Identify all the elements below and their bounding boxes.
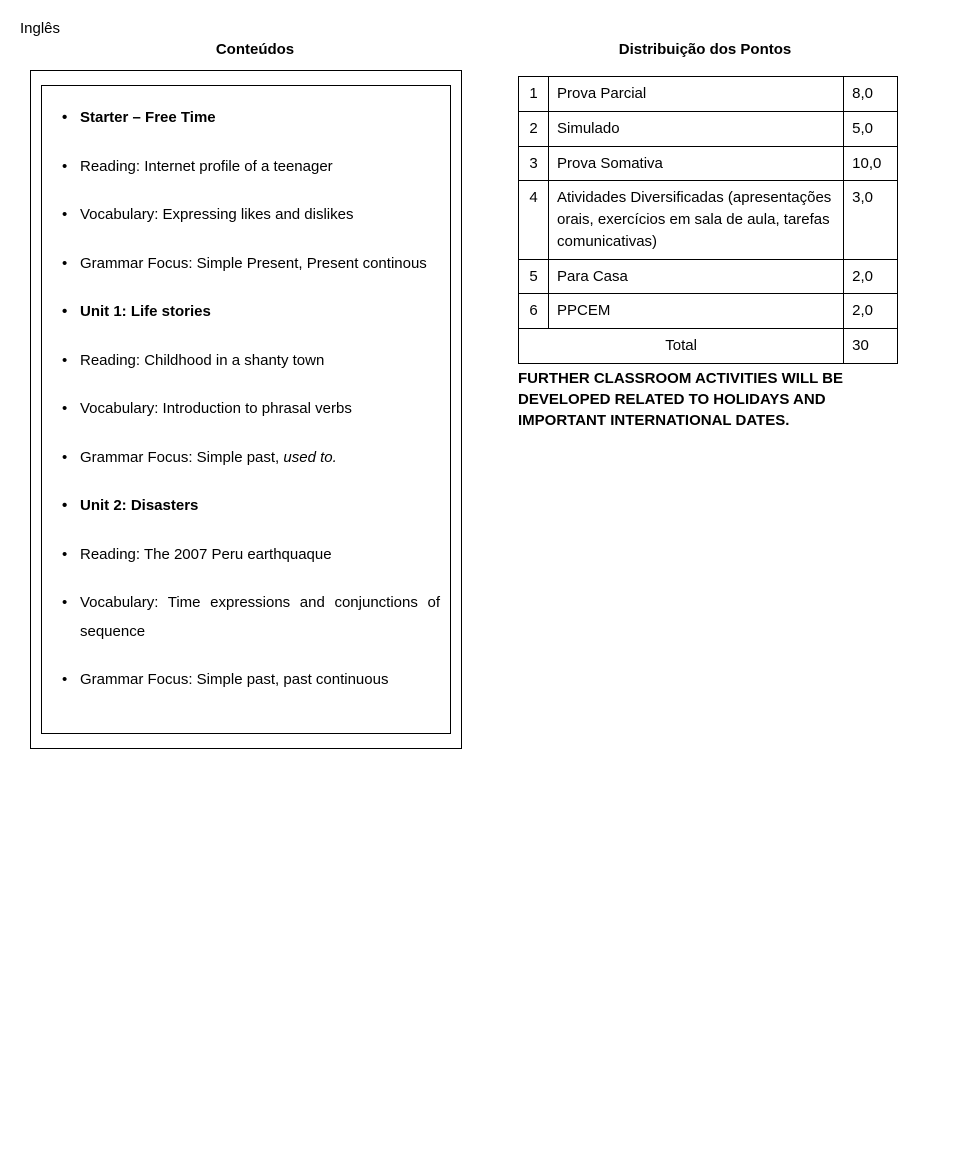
row-label: Para Casa [549,259,844,294]
content-column: Starter – Free Time Reading: Internet pro… [30,70,462,749]
table-row: 5Para Casa2,0 [519,259,898,294]
total-label: Total [519,329,844,364]
row-value: 3,0 [844,181,898,259]
row-value: 5,0 [844,111,898,146]
subject-title: Inglês [20,20,930,37]
content-item: Grammar Focus: Simple past, used to. [46,444,446,473]
row-number: 2 [519,111,549,146]
table-row: 1Prova Parcial8,0 [519,77,898,112]
table-row: 6PPCEM2,0 [519,294,898,329]
points-column: 1Prova Parcial8,02Simulado5,03Prova Soma… [492,70,924,749]
table-row: 3Prova Somativa10,0 [519,146,898,181]
content-item: Reading: Internet profile of a teenager [46,153,446,182]
main-columns: Starter – Free Time Reading: Internet pro… [30,70,930,749]
content-outer-box: Starter – Free Time Reading: Internet pro… [30,70,462,749]
content-list: Starter – Free Time Reading: Internet pro… [46,104,446,695]
content-item: Vocabulary: Time expressions and conjunc… [46,589,446,646]
header-row: Conteúdos Distribuição dos Pontos [30,41,930,58]
footer-note: FURTHER CLASSROOM ACTIVITIES WILL BE DEV… [518,368,898,431]
row-number: 3 [519,146,549,181]
header-conteudos: Conteúdos [30,41,480,58]
content-item: Vocabulary: Expressing likes and dislike… [46,201,446,230]
row-label: Atividades Diversificadas (apresentações… [549,181,844,259]
row-label: Prova Parcial [549,77,844,112]
content-item: Vocabulary: Introduction to phrasal verb… [46,395,446,424]
content-item: Reading: The 2007 Peru earthquaque [46,541,446,570]
row-label: PPCEM [549,294,844,329]
table-row: 4Atividades Diversificadas (apresentaçõe… [519,181,898,259]
content-item: Grammar Focus: Simple past, past continu… [46,666,446,695]
row-number: 6 [519,294,549,329]
row-label: Simulado [549,111,844,146]
row-number: 1 [519,77,549,112]
row-value: 10,0 [844,146,898,181]
row-value: 2,0 [844,259,898,294]
content-inner-box: Starter – Free Time Reading: Internet pro… [41,85,451,734]
row-label: Prova Somativa [549,146,844,181]
total-value: 30 [844,329,898,364]
row-number: 5 [519,259,549,294]
content-item: Starter – Free Time [46,104,446,133]
row-value: 2,0 [844,294,898,329]
points-table: 1Prova Parcial8,02Simulado5,03Prova Soma… [518,76,898,364]
content-item: Unit 2: Disasters [46,492,446,521]
table-row: 2Simulado5,0 [519,111,898,146]
content-item: Reading: Childhood in a shanty town [46,347,446,376]
row-number: 4 [519,181,549,259]
content-item: Unit 1: Life stories [46,298,446,327]
table-row-total: Total30 [519,329,898,364]
content-item: Grammar Focus: Simple Present, Present c… [46,250,446,279]
row-value: 8,0 [844,77,898,112]
header-distribuicao: Distribuição dos Pontos [480,41,930,58]
